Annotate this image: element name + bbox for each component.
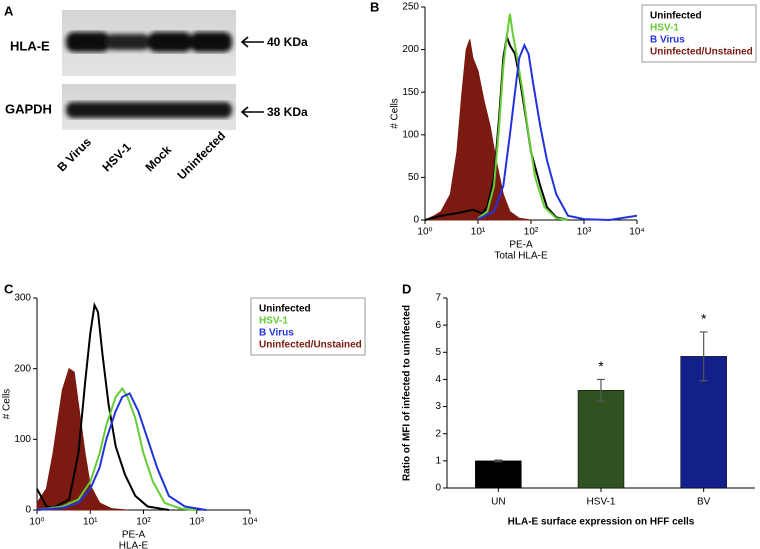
y-axis-label: # Cells <box>2 389 13 420</box>
bar <box>475 460 522 489</box>
x-tick-label: 10³ <box>190 517 205 528</box>
x-tick-label: 10⁴ <box>242 517 257 528</box>
y-axis-label: Ratio of MFI of infected to uninfected <box>402 305 413 481</box>
legend-box <box>250 297 366 356</box>
y-tick-label: 200 <box>14 363 31 374</box>
histogram-line <box>36 301 170 511</box>
x-tick-label: 10⁰ <box>29 517 44 528</box>
y-tick-label: 200 <box>402 44 419 55</box>
legend-entry: HSV-1 <box>650 23 679 34</box>
x-tick-label: 10² <box>524 227 539 238</box>
x-axis-label: PE-A <box>509 240 533 251</box>
legend-entry: HSV-1 <box>259 316 288 327</box>
x-tick-label: HSV-1 <box>587 497 616 508</box>
lane-label: B Virus <box>54 135 94 175</box>
histogram-line <box>36 386 197 511</box>
y-tick-label: 0 <box>435 483 441 494</box>
error-bar <box>597 378 605 402</box>
y-tick-label: 100 <box>402 129 419 140</box>
blot-image <box>62 10 236 130</box>
y-axis-label: # Cells <box>390 98 401 129</box>
histogram-line <box>36 392 207 511</box>
error-bar <box>494 459 503 463</box>
y-tick-label: 6 <box>435 320 441 331</box>
panel-letter: C <box>4 281 14 296</box>
lane-label: Mock <box>142 143 174 175</box>
x-axis-label: HLA-E <box>119 541 149 549</box>
y-tick-label: 2 <box>435 428 441 439</box>
legend-entry: Uninfected <box>259 304 311 315</box>
x-tick-label: BV <box>697 497 711 508</box>
y-tick-label: 0 <box>413 215 419 226</box>
panel-letter: B <box>370 0 379 14</box>
band-size: 40 KDa <box>267 35 308 49</box>
y-tick-label: 3 <box>435 401 441 412</box>
y-tick-label: 5 <box>435 347 441 358</box>
histogram-line <box>477 13 569 221</box>
y-tick-label: 0 <box>25 505 31 516</box>
legend-box <box>641 4 757 63</box>
x-tick-label: 10² <box>136 517 151 528</box>
x-tick-label: UN <box>491 497 505 508</box>
panel-letter: A <box>4 3 14 18</box>
x-axis-label: PE-A <box>122 530 146 541</box>
legend-entry: Uninfected/Unstained <box>650 47 753 58</box>
error-bar <box>699 331 708 382</box>
histogram-area <box>424 39 532 221</box>
significance-mark: * <box>598 358 604 374</box>
legend-entry: Uninfected/Unstained <box>259 340 362 351</box>
significance-mark: * <box>701 311 707 327</box>
x-axis-label: Total HLA-E <box>494 251 548 262</box>
x-tick-label: 10⁴ <box>629 227 644 238</box>
blot-row-label: GAPDH <box>5 101 52 116</box>
y-tick-label: 7 <box>435 293 441 304</box>
x-tick-label: 10¹ <box>471 227 486 238</box>
y-tick-label: 150 <box>402 87 419 98</box>
legend-entry: B Virus <box>259 328 294 339</box>
legend-entry: Uninfected <box>650 11 702 22</box>
histogram-line <box>477 42 638 222</box>
y-tick-label: 100 <box>14 434 31 445</box>
bar <box>577 390 625 489</box>
panel-letter: D <box>402 281 411 296</box>
x-axis-label: HLA-E surface expression on HFF cells <box>508 517 695 528</box>
band-size: 38 KDa <box>267 105 308 119</box>
lane-label: HSV-1 <box>99 140 134 175</box>
x-tick-label: 10³ <box>577 227 592 238</box>
histogram-area <box>36 367 128 511</box>
arrow <box>240 36 264 118</box>
y-tick-label: 50 <box>408 172 420 183</box>
x-tick-label: 10⁰ <box>417 227 432 238</box>
lane-label: Uninfected <box>174 129 228 183</box>
y-tick-label: 300 <box>14 293 31 304</box>
y-tick-label: 250 <box>402 2 419 13</box>
y-tick-label: 1 <box>435 455 441 466</box>
blot-row-label: HLA-E <box>10 38 50 53</box>
legend-entry: B Virus <box>650 35 685 46</box>
y-tick-label: 4 <box>435 374 441 385</box>
x-tick-label: 10¹ <box>83 517 98 528</box>
